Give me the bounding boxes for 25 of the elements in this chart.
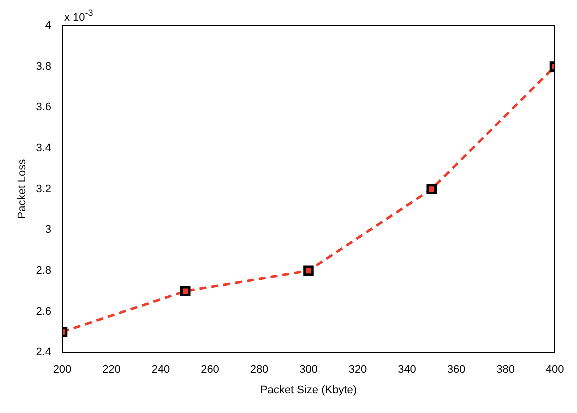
x-tick-label: 340 [398,364,416,376]
y-axis-title: Packet Loss [16,158,29,220]
x-tick-label: 260 [201,364,220,376]
y-tick-label: 3.6 [36,102,52,114]
y-tick-label: 3.8 [36,60,52,73]
x-tick-label: 200 [53,364,72,376]
point [180,286,191,296]
point [426,184,438,194]
y-tick-label: 3 [45,224,52,236]
x-tick-label: 360 [447,364,466,376]
x-axis-title: Packet Size (Kbyte) [260,384,358,396]
x-tick-label: 300 [300,364,318,376]
point [304,266,314,276]
y-tick-label: 2.8 [36,264,52,277]
x-tick-label: 280 [250,364,269,376]
x-tick-label: 380 [496,364,515,376]
y-tick-label: 2.4 [36,346,52,359]
x-tick-label: 320 [348,364,368,376]
x-tick-label: 220 [102,364,121,376]
x-tick-label: 240 [152,364,170,376]
y-tick-label: 2.6 [36,306,52,318]
y-tick-label: 3.4 [36,142,52,155]
y-tick-label: 3.2 [36,183,52,196]
x-tick-label: 400 [546,364,564,376]
y-tick-label: 4 [45,20,52,32]
